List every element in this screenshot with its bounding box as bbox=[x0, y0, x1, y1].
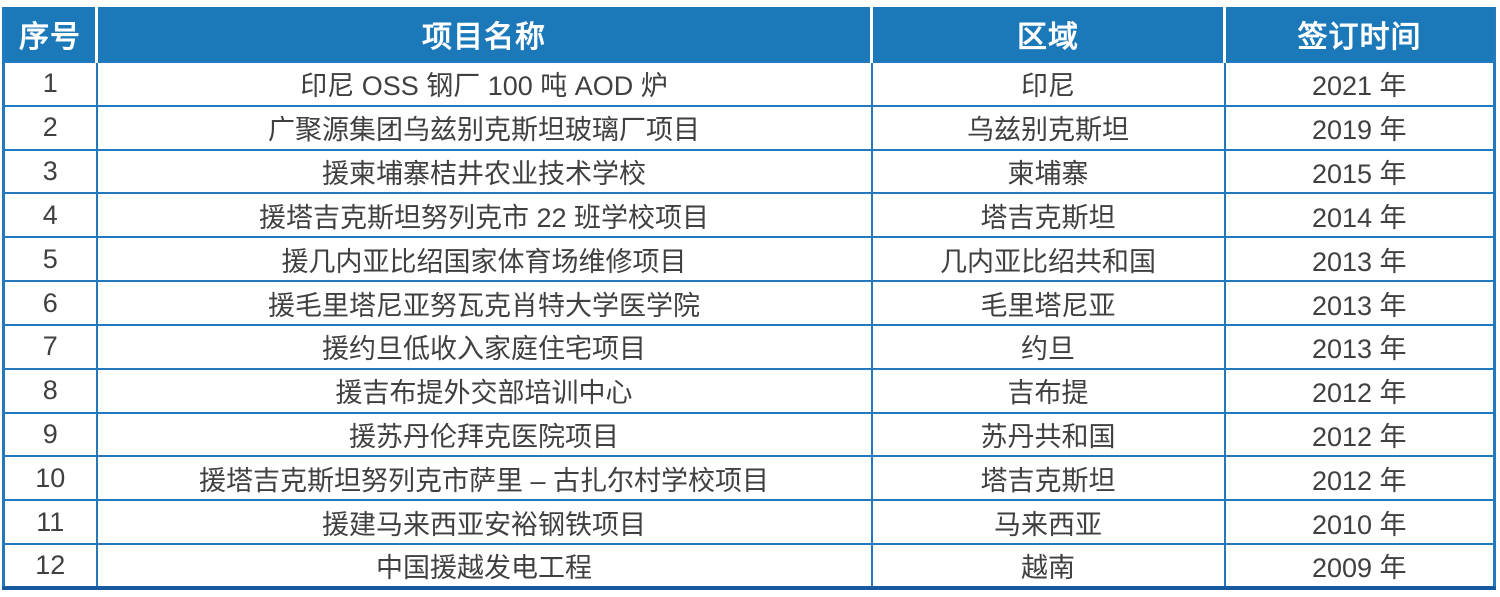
cell-region: 马来西亚 bbox=[870, 499, 1226, 546]
cell-name: 印尼 OSS 钢厂 100 吨 AOD 炉 bbox=[95, 61, 873, 107]
table-row: 5 援几内亚比绍国家体育场维修项目 几内亚比绍共和国 2013 年 bbox=[2, 236, 1496, 283]
cell-name: 援建马来西亚安裕钢铁项目 bbox=[95, 499, 873, 546]
cell-name: 援塔吉克斯坦努列克市 22 班学校项目 bbox=[95, 192, 873, 239]
cell-name: 援毛里塔尼亚努瓦克肖特大学医学院 bbox=[95, 280, 873, 326]
cell-region: 吉布提 bbox=[870, 367, 1226, 414]
cell-index: 12 bbox=[2, 543, 98, 589]
cell-region: 塔吉克斯坦 bbox=[870, 192, 1226, 239]
header-cell-index: 序号 bbox=[3, 7, 97, 62]
cell-region: 越南 bbox=[870, 543, 1226, 589]
cell-time: 2015 年 bbox=[1223, 148, 1496, 195]
cell-index: 10 bbox=[2, 455, 98, 502]
table-row: 7 援约旦低收入家庭住宅项目 约旦 2013 年 bbox=[2, 323, 1496, 370]
cell-name: 中国援越发电工程 bbox=[95, 543, 873, 589]
cell-index: 9 bbox=[2, 411, 98, 458]
cell-index: 6 bbox=[2, 280, 98, 326]
header-row: 序号 项目名称 区域 签订时间 bbox=[3, 7, 1495, 62]
table-row: 12 中国援越发电工程 越南 2009 年 bbox=[2, 543, 1496, 589]
cell-name: 援约旦低收入家庭住宅项目 bbox=[95, 323, 873, 370]
cell-name: 援塔吉克斯坦努列克市萨里 – 古扎尔村学校项目 bbox=[95, 455, 873, 502]
cell-region: 印尼 bbox=[870, 61, 1226, 107]
table-row: 9 援苏丹伦拜克医院项目 苏丹共和国 2012 年 bbox=[2, 411, 1496, 458]
header-cell-name: 项目名称 bbox=[95, 7, 872, 62]
cell-name: 援几内亚比绍国家体育场维修项目 bbox=[95, 236, 873, 283]
cell-region: 柬埔寨 bbox=[870, 148, 1226, 195]
cell-name: 援柬埔寨桔井农业技术学校 bbox=[95, 148, 873, 195]
cell-region: 乌兹别克斯坦 bbox=[870, 104, 1226, 151]
cell-name: 广聚源集团乌兹别克斯坦玻璃厂项目 bbox=[95, 104, 873, 151]
table-row: 10 援塔吉克斯坦努列克市萨里 – 古扎尔村学校项目 塔吉克斯坦 2012 年 bbox=[2, 455, 1496, 502]
cell-index: 11 bbox=[2, 499, 98, 546]
cell-region: 几内亚比绍共和国 bbox=[870, 236, 1226, 283]
cell-name: 援苏丹伦拜克医院项目 bbox=[95, 411, 873, 458]
cell-time: 2012 年 bbox=[1223, 455, 1496, 502]
table-row: 6 援毛里塔尼亚努瓦克肖特大学医学院 毛里塔尼亚 2013 年 bbox=[2, 280, 1496, 326]
header-cell-time: 签订时间 bbox=[1223, 7, 1495, 62]
cell-time: 2012 年 bbox=[1223, 411, 1496, 458]
cell-index: 4 bbox=[2, 192, 98, 239]
cell-name: 援吉布提外交部培训中心 bbox=[95, 367, 873, 414]
projects-table: 序号 项目名称 区域 签订时间 1 印尼 OSS 钢厂 100 吨 AOD 炉印尼… bbox=[2, 7, 1496, 590]
cell-time: 2014 年 bbox=[1223, 192, 1496, 239]
cell-region: 苏丹共和国 bbox=[870, 411, 1226, 458]
cell-index: 2 bbox=[2, 104, 98, 151]
header-cell-region: 区域 bbox=[870, 7, 1225, 62]
cell-index: 8 bbox=[2, 367, 98, 414]
table-row: 3 援柬埔寨桔井农业技术学校 柬埔寨 2015 年 bbox=[2, 148, 1496, 195]
table-header: 序号 项目名称 区域 签订时间 bbox=[3, 7, 1495, 62]
cell-index: 5 bbox=[2, 236, 98, 283]
cell-time: 2021 年 bbox=[1223, 61, 1496, 107]
cell-index: 7 bbox=[2, 323, 98, 370]
cell-region: 约旦 bbox=[870, 323, 1226, 370]
cell-index: 3 bbox=[2, 148, 98, 195]
projects-table-container: 序号 项目名称 区域 签订时间 1 印尼 OSS 钢厂 100 吨 AOD 炉印尼… bbox=[2, 7, 1496, 590]
cell-region: 毛里塔尼亚 bbox=[870, 280, 1226, 326]
cell-time: 2013 年 bbox=[1223, 236, 1496, 283]
cell-time: 2013 年 bbox=[1223, 323, 1496, 370]
table-row: 1 印尼 OSS 钢厂 100 吨 AOD 炉印尼 2021 年 bbox=[2, 61, 1496, 107]
cell-time: 2009 年 bbox=[1223, 543, 1496, 589]
cell-time: 2012 年 bbox=[1223, 367, 1496, 414]
table-row: 8 援吉布提外交部培训中心 吉布提 2012 年 bbox=[2, 367, 1496, 414]
table-body: 1 印尼 OSS 钢厂 100 吨 AOD 炉印尼 2021 年 2 广聚源集团乌兹别克… bbox=[2, 61, 1496, 589]
table-row: 2 广聚源集团乌兹别克斯坦玻璃厂项目 乌兹别克斯坦 2019 年 bbox=[2, 104, 1496, 151]
table-row: 4 援塔吉克斯坦努列克市 22 班学校项目 塔吉克斯坦 2014 年 bbox=[2, 192, 1496, 239]
cell-time: 2019 年 bbox=[1223, 104, 1496, 151]
cell-region: 塔吉克斯坦 bbox=[870, 455, 1226, 502]
cell-index: 1 bbox=[2, 61, 98, 107]
cell-time: 2010 年 bbox=[1223, 499, 1496, 546]
table-row: 11 援建马来西亚安裕钢铁项目 马来西亚 2010 年 bbox=[2, 499, 1496, 546]
cell-time: 2013 年 bbox=[1223, 280, 1496, 326]
